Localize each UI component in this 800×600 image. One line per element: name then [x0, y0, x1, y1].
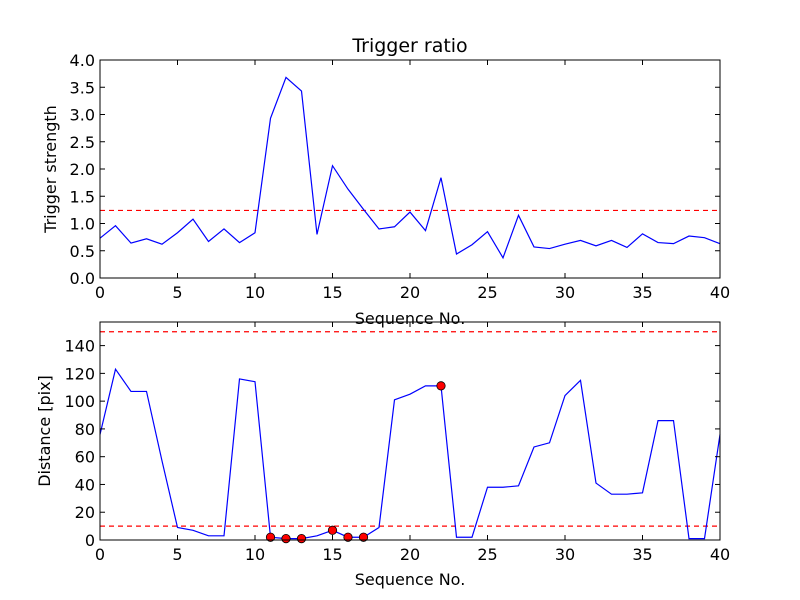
x-tick-label-5: 25	[477, 283, 497, 302]
x-tick-label-3: 15	[322, 283, 342, 302]
x-tick-label-4: 20	[400, 283, 420, 302]
trigger-ratio-plot: Trigger ratio 0 5 10 15 20 25 30 35 40 0.0 0.5 1.0…	[41, 35, 730, 328]
y-tick-label-5: 2.5	[70, 133, 95, 152]
x-tick-label-0: 0	[95, 283, 105, 302]
x-tick-label-6: 30	[555, 545, 575, 564]
series-line-0	[99, 76, 721, 260]
marker-point-3	[327, 525, 338, 535]
y-tick-label-1: 20	[75, 503, 95, 522]
x-tick-label-6: 30	[555, 283, 575, 302]
y-axis-ticks: 0 20 40 60 80 100 120 140	[64, 337, 720, 550]
marker-point-0	[265, 532, 276, 542]
x-tick-label-4: 20	[400, 545, 420, 564]
x-axis-ticks: 0 5 10 15 20 25 30 35 40	[95, 322, 730, 564]
marker-point-1	[281, 534, 291, 544]
y-axis-label: Trigger strength	[41, 105, 60, 234]
data-layer	[99, 76, 721, 260]
y-axis-label: Distance [pix]	[35, 375, 54, 487]
x-tick-label-8: 40	[710, 283, 730, 302]
y-tick-label-7: 140	[64, 337, 95, 356]
x-axis-label: Sequence No.	[355, 309, 466, 328]
y-tick-label-4: 80	[75, 420, 95, 439]
marker-point-4	[343, 532, 353, 542]
y-tick-label-5: 100	[64, 392, 95, 411]
data-layer	[99, 331, 721, 544]
x-tick-label-8: 40	[710, 545, 730, 564]
x-axis-ticks: 0 5 10 15 20 25 30 35 40	[95, 60, 730, 302]
marker-point-5	[358, 532, 369, 542]
x-tick-label-3: 15	[322, 545, 342, 564]
x-tick-label-2: 10	[245, 545, 265, 564]
y-axis-ticks: 0.0 0.5 1.0 1.5 2.0 2.5 3.0 3.5 4.0	[70, 51, 720, 288]
x-tick-label-5: 25	[477, 545, 497, 564]
x-axis-label: Sequence No.	[355, 570, 466, 589]
x-tick-label-7: 35	[632, 545, 652, 564]
y-tick-label-2: 1.0	[70, 215, 95, 234]
y-tick-label-1: 0.5	[70, 242, 95, 261]
series-line-0	[99, 367, 721, 540]
x-tick-label-7: 35	[632, 283, 652, 302]
marker-point-2	[296, 534, 307, 544]
y-tick-label-6: 120	[64, 364, 95, 383]
y-tick-label-8: 4.0	[70, 51, 95, 70]
x-tick-label-1: 5	[172, 283, 182, 302]
y-tick-label-6: 3.0	[70, 106, 95, 125]
y-tick-label-0: 0.0	[70, 269, 95, 288]
x-tick-label-1: 5	[172, 545, 182, 564]
y-tick-label-3: 1.5	[70, 187, 95, 206]
x-tick-label-2: 10	[245, 283, 265, 302]
y-tick-label-4: 2.0	[70, 160, 95, 179]
plot-title: Trigger ratio	[351, 35, 467, 57]
y-tick-label-0: 0	[85, 531, 95, 550]
y-tick-label-3: 60	[75, 448, 95, 467]
x-tick-label-0: 0	[95, 545, 105, 564]
y-tick-label-7: 3.5	[70, 78, 95, 97]
marker-point-6	[436, 381, 446, 391]
distance-plot: 0 5 10 15 20 25 30 35 40 0 20 40 60 80 100 120 140 Sequ…	[35, 321, 730, 589]
y-tick-label-2: 40	[75, 475, 95, 494]
